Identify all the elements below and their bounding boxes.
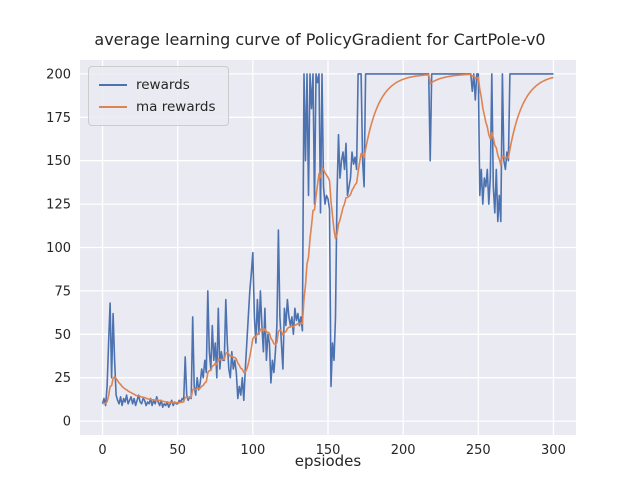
x-tick-label: 50 bbox=[169, 443, 186, 458]
legend-item-ma-rewards: ma rewards bbox=[99, 96, 216, 118]
y-tick-label: 150 bbox=[46, 154, 71, 169]
rewards-line-swatch bbox=[99, 84, 127, 86]
x-axis-label: epsiodes bbox=[294, 452, 362, 470]
ma-rewards-line-swatch bbox=[99, 106, 127, 108]
legend-label-rewards: rewards bbox=[136, 77, 190, 93]
y-tick-label: 125 bbox=[46, 198, 71, 213]
y-tick-label: 175 bbox=[46, 111, 71, 126]
x-tick-label: 250 bbox=[466, 443, 491, 458]
legend: rewards ma rewards bbox=[88, 66, 229, 126]
y-tick-label: 100 bbox=[46, 241, 71, 256]
chart-title: average learning curve of PolicyGradient… bbox=[94, 30, 546, 49]
x-tick-label: 100 bbox=[240, 443, 265, 458]
y-tick-label: 0 bbox=[63, 415, 71, 430]
ma-rewards-line bbox=[102, 73, 554, 405]
y-tick-label: 50 bbox=[54, 328, 71, 343]
y-tick-label: 75 bbox=[54, 284, 71, 299]
legend-label-ma-rewards: ma rewards bbox=[136, 99, 216, 115]
y-tick-label: 200 bbox=[46, 67, 71, 82]
x-tick-label: 150 bbox=[316, 443, 341, 458]
x-tick-label: 200 bbox=[391, 443, 416, 458]
x-tick-label: 300 bbox=[541, 443, 566, 458]
rewards-line bbox=[101, 73, 554, 409]
legend-item-rewards: rewards bbox=[99, 74, 216, 96]
x-tick-label: 0 bbox=[98, 443, 106, 458]
y-tick-label: 25 bbox=[54, 371, 71, 386]
